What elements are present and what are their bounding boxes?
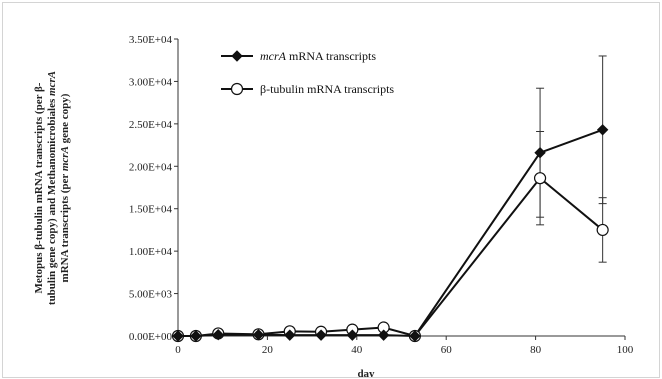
legend-label-2: β-tubulin mRNA transcripts [260,82,394,96]
x-tick-label: 60 [441,344,453,356]
data-point-series-1 [190,330,202,342]
x-tick-label: 40 [351,344,363,356]
y-tick-label: 1.00E+04 [129,246,173,258]
x-tick-label: 100 [617,344,634,356]
x-tick-label: 80 [530,344,542,356]
y-tick-label: 3.50E+04 [129,34,173,46]
data-point-series-1 [534,147,546,159]
data-point-series-1 [172,330,184,342]
data-point-series-1 [315,329,327,341]
y-tick-label: 3.00E+04 [129,76,173,88]
line-chart: 0.00E+00 5.00E+03 1.00E+04 1.50E+04 2.00E+04… [33,34,634,377]
data-point-series-1 [212,329,224,341]
legend-marker-2 [230,82,244,96]
data-point-series-1 [596,124,609,136]
data-point-series-1 [346,329,359,341]
x-tick-label: 20 [262,344,274,356]
y-tick-label: 2.00E+04 [129,161,173,173]
data-point-series-2 [533,172,547,185]
y-tick-label: 1.50E+04 [129,204,173,216]
x-axis-label: day [357,368,375,377]
data-point-series-1 [377,329,390,341]
data-point-series-1 [252,329,265,341]
y-tick-label: 5.00E+03 [129,289,173,301]
series-line-2 [178,176,604,338]
legend-marker-1 [231,50,243,62]
legend-label-1: mcrA mRNA transcripts [260,49,376,63]
y-axis-label: Metopus β-tubulin mRNA transcripts (per … [33,71,71,305]
data-point-series-1 [409,330,421,342]
series-line-1 [178,128,603,338]
data-point-series-2 [596,223,609,237]
x-tick-label: 0 [175,344,181,356]
y-tick-label: 2.50E+04 [129,119,173,131]
data-point-series-1 [284,329,296,341]
y-tick-label: 0.00E+00 [129,331,173,343]
